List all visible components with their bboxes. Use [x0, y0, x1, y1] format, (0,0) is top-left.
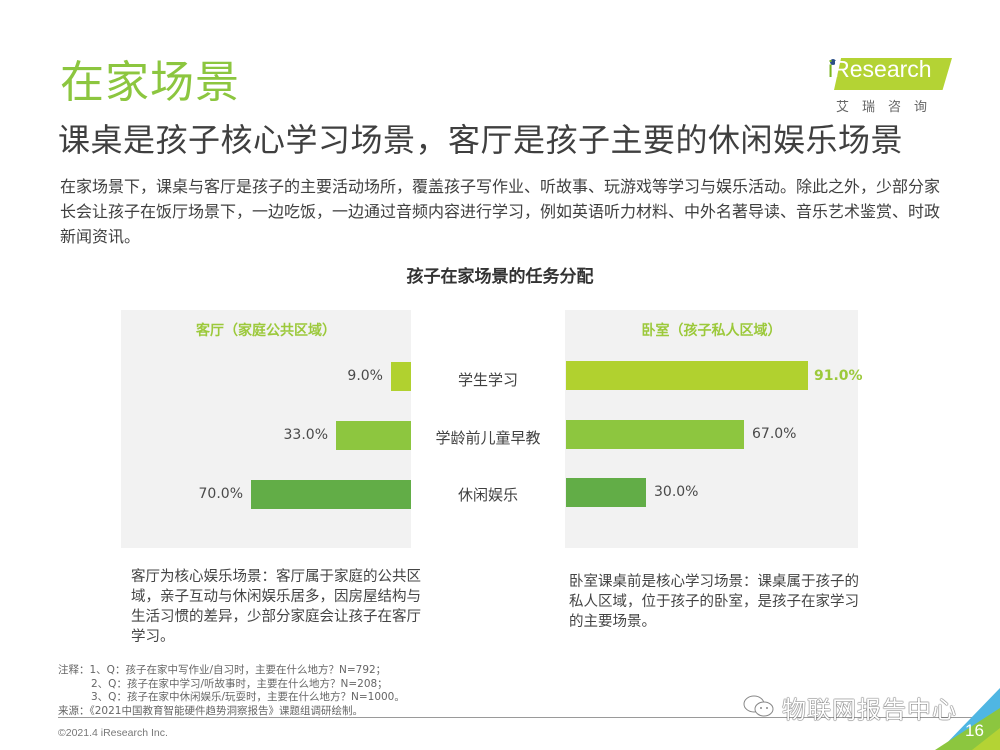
living-room-value-study: 9.0%	[347, 368, 383, 384]
living-room-bar-leisure	[251, 480, 411, 509]
bedroom-bar-leisure	[566, 478, 646, 507]
footnote-line-1: 注释：1、Q：孩子在家中写作业/自习时，主要在什么地方？N=792；	[58, 664, 387, 676]
page-subtitle: 课桌是孩子核心学习场景，客厅是孩子主要的休闲娱乐场景	[58, 121, 904, 159]
living-room-note: 客厅为核心娱乐场景：客厅属于家庭的公共区域，亲子互动与休闲娱乐居多，因房屋结构与…	[131, 569, 421, 645]
living-room-value-preschool: 33.0%	[283, 427, 328, 443]
corner-decoration	[935, 688, 1000, 750]
living-room-value-leisure: 70.0%	[198, 486, 243, 502]
chart-title: 孩子在家场景的任务分配	[406, 267, 594, 287]
watermark: 物联网报告中心	[782, 696, 957, 724]
logo-chinese: 艾瑞咨询	[836, 100, 941, 115]
footnote-line-3: 3、Q：孩子在家中休闲娱乐/玩耍时，主要在什么地方？N=1000。	[91, 691, 405, 703]
logo-plate	[834, 58, 952, 90]
iresearch-logo: iResearch 艾瑞咨询	[826, 50, 956, 120]
category-label-study: 学生学习	[457, 371, 518, 389]
category-label-preschool: 学龄前儿童早教	[435, 429, 541, 447]
page-number: 16	[965, 721, 984, 740]
footnote-source: 来源：《2021中国教育智能硬件趋势洞察报告》课题组调研绘制。	[58, 704, 363, 717]
bedroom-value-leisure: 30.0%	[654, 484, 699, 500]
bedroom-value-study: 91.0%	[814, 368, 863, 384]
logo-dot-icon	[830, 59, 836, 65]
footnote-line-2: 2、Q：孩子在家中学习/听故事时，主要在什么地方？N=208；	[91, 677, 388, 690]
bedroom-note: 卧室课桌前是核心学习场景：课桌属于孩子的私人区域，位于孩子的卧室，是孩子在家学习…	[569, 574, 859, 630]
living-room-panel-title: 客厅（家庭公共区域）	[196, 323, 336, 339]
living-room-bar-preschool	[336, 421, 411, 450]
bedroom-value-preschool: 67.0%	[752, 426, 797, 442]
page-title: 在家场景	[60, 57, 240, 108]
category-label-leisure: 休闲娱乐	[457, 486, 518, 504]
bedroom-bar-study	[566, 361, 808, 390]
bedroom-bar-preschool	[566, 420, 744, 449]
footer-divider	[58, 717, 998, 718]
wechat-icon	[743, 695, 774, 717]
copyright: ©2021.4 iResearch Inc.	[58, 727, 168, 739]
logo-brand: iResearch	[828, 56, 932, 82]
bedroom-panel-title: 卧室（孩子私人区域）	[641, 323, 782, 339]
footnote: 注释：1、Q：孩子在家中写作业/自习时，主要在什么地方？N=792； 2、Q：孩…	[58, 664, 405, 718]
intro-paragraph: 在家场景下，课桌与客厅是孩子的主要活动场所，覆盖孩子写作业、听故事、玩游戏等学习…	[60, 177, 941, 246]
living-room-bar-study	[391, 362, 411, 391]
